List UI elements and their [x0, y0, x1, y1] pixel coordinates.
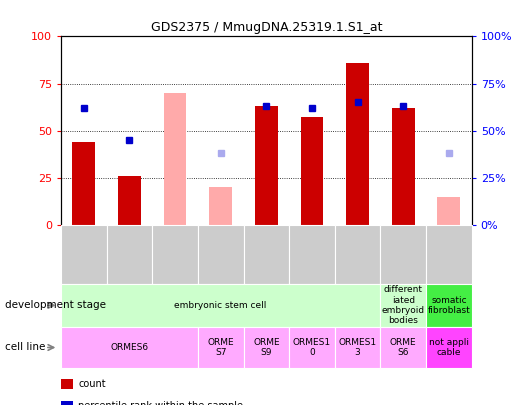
- Text: ORME
S7: ORME S7: [207, 338, 234, 357]
- Text: different
iated
embryoid
bodies: different iated embryoid bodies: [382, 285, 425, 326]
- Text: ORME
S6: ORME S6: [390, 338, 417, 357]
- Text: embryonic stem cell: embryonic stem cell: [174, 301, 267, 310]
- Text: ORMES6: ORMES6: [110, 343, 148, 352]
- Bar: [164, 93, 187, 225]
- Bar: [255, 106, 278, 225]
- Bar: [346, 63, 369, 225]
- Text: ORMES1
0: ORMES1 0: [293, 338, 331, 357]
- Text: ORME
S9: ORME S9: [253, 338, 280, 357]
- Bar: [73, 142, 95, 225]
- Text: percentile rank within the sample: percentile rank within the sample: [78, 401, 243, 405]
- Text: not appli
cable: not appli cable: [429, 338, 469, 357]
- Bar: [118, 176, 141, 225]
- Bar: [301, 117, 323, 225]
- Text: somatic
fibroblast: somatic fibroblast: [428, 296, 470, 315]
- Bar: [392, 108, 414, 225]
- Text: count: count: [78, 379, 106, 389]
- Bar: [437, 196, 460, 225]
- Title: GDS2375 / MmugDNA.25319.1.S1_at: GDS2375 / MmugDNA.25319.1.S1_at: [151, 21, 382, 34]
- Text: cell line: cell line: [5, 343, 46, 352]
- Text: development stage: development stage: [5, 301, 107, 310]
- Text: ORMES1
3: ORMES1 3: [339, 338, 377, 357]
- Bar: [209, 187, 232, 225]
